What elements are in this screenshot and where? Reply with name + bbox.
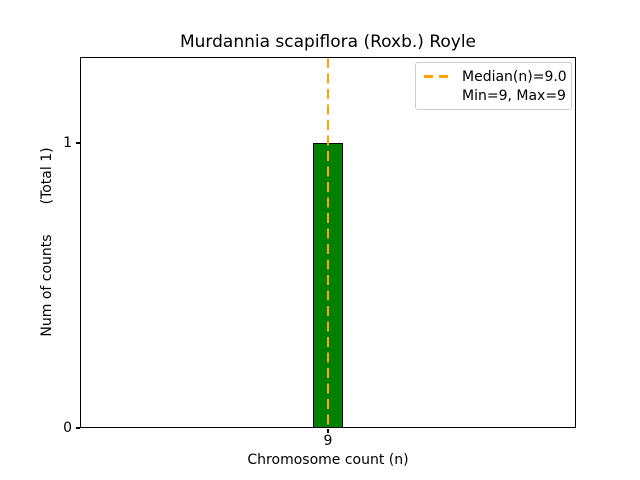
legend: Median(n)=9.0 Min=9, Max=9 xyxy=(415,62,572,110)
x-tick-label-9: 9 xyxy=(323,433,333,449)
y-axis-label-total: (Total 1) xyxy=(39,147,55,205)
median-dashed-line-icon xyxy=(424,75,454,78)
y-axis-label: Num of counts (Total 1) xyxy=(39,147,55,336)
y-tick-label-1: 1 xyxy=(63,135,72,151)
y-tick-label-0: 0 xyxy=(63,420,72,436)
median-line xyxy=(326,58,330,427)
legend-empty-marker xyxy=(424,94,454,97)
legend-entry-median: Median(n)=9.0 xyxy=(424,68,567,85)
y-tick-0 xyxy=(75,427,80,429)
x-axis-label: Chromosome count (n) xyxy=(247,452,409,468)
y-tick-1 xyxy=(75,142,80,144)
chart-title: Murdannia scapiflora (Roxb.) Royle xyxy=(179,32,477,52)
legend-minmax-label: Min=9, Max=9 xyxy=(462,87,566,104)
legend-entry-minmax: Min=9, Max=9 xyxy=(424,87,566,104)
x-tick-9 xyxy=(327,428,329,434)
legend-median-label: Median(n)=9.0 xyxy=(462,68,567,85)
plot-area xyxy=(80,57,576,428)
y-axis-label-main: Num of counts xyxy=(39,234,55,337)
